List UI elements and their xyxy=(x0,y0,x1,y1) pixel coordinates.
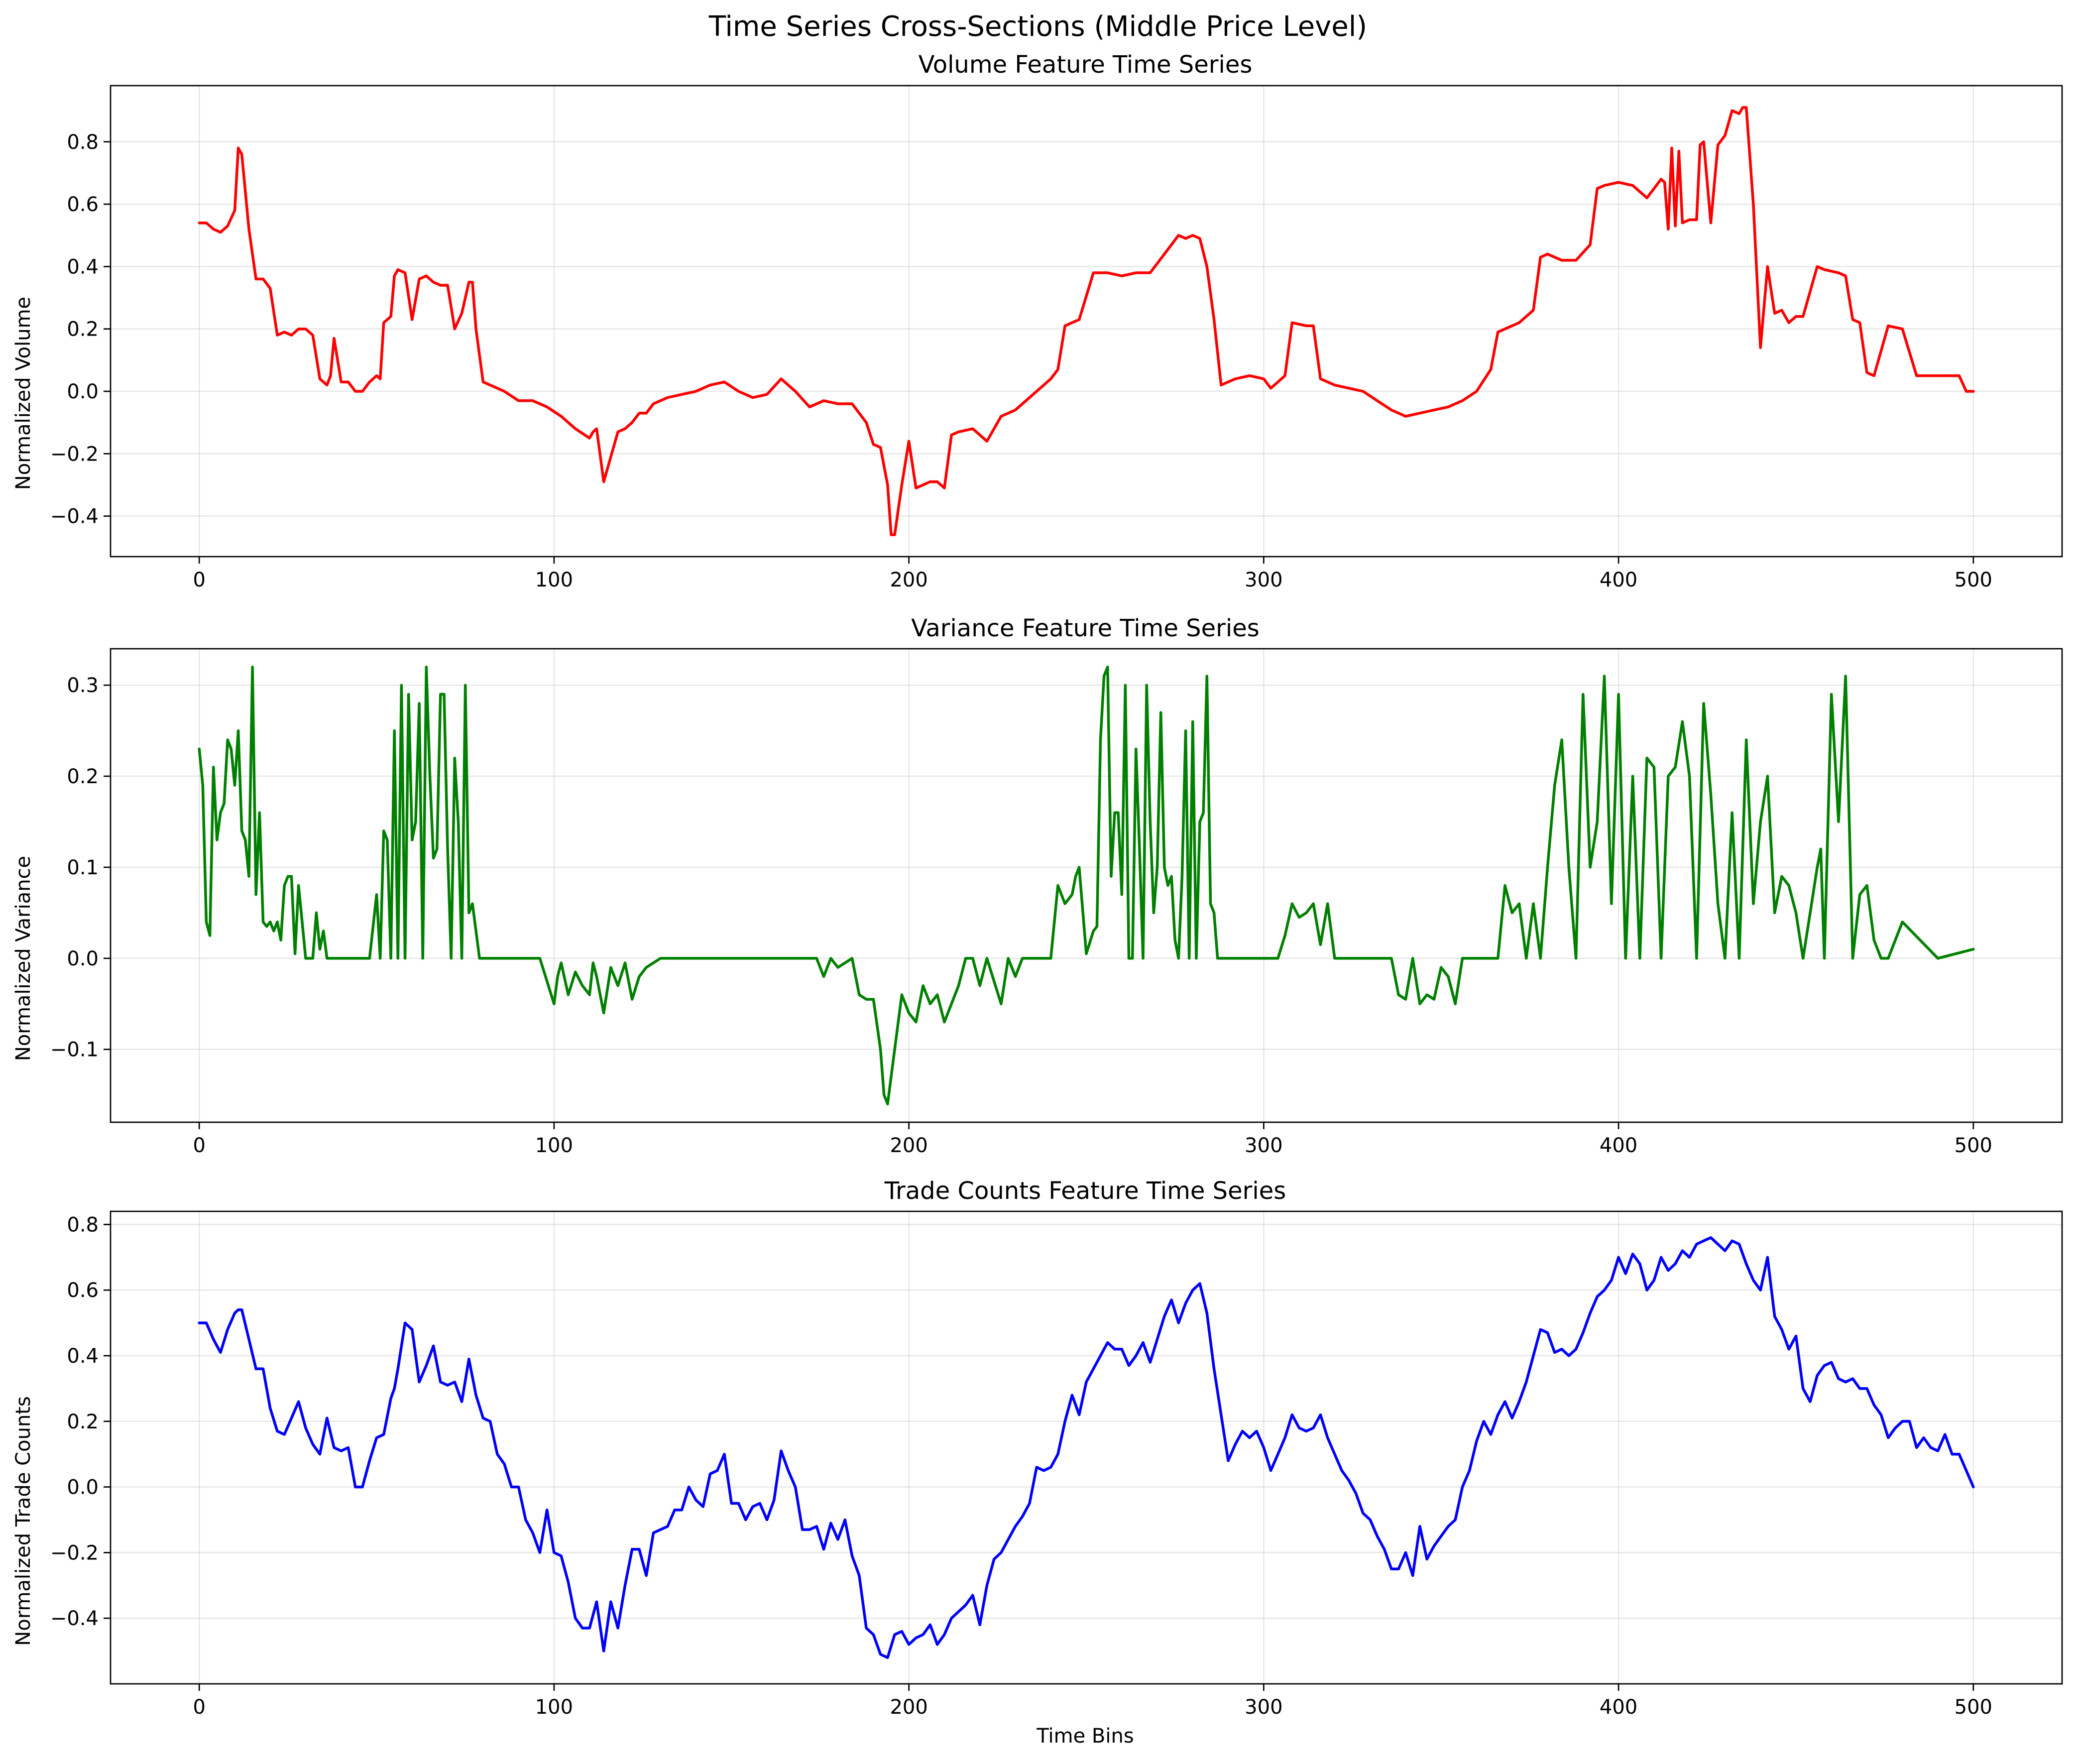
trade-counts-series-line xyxy=(198,1236,1975,1659)
trade-counts-ytick-label: 0.4 xyxy=(67,1345,99,1368)
variance-panel-title: Variance Feature Time Series xyxy=(911,614,1260,642)
volume-ytick-label: 0.6 xyxy=(67,193,99,216)
volume-ytick-label: 0.8 xyxy=(67,131,99,154)
variance-ytick-label: 0.1 xyxy=(67,856,99,879)
variance-xtick-label: 200 xyxy=(890,1134,927,1157)
trade-counts-ytick-label: 0.8 xyxy=(67,1213,99,1236)
variance-ytick-label: 0.3 xyxy=(67,674,99,697)
trade-counts-gridlines xyxy=(111,1211,2062,1684)
trade-counts-xtick-label: 500 xyxy=(1955,1696,1992,1719)
volume-ytick-label: −0.4 xyxy=(50,505,99,528)
variance-ytick-label: −0.1 xyxy=(50,1039,99,1061)
variance-xtick-label: 300 xyxy=(1245,1134,1282,1157)
variance-xtick-label: 100 xyxy=(535,1134,573,1157)
variance-axes-frame xyxy=(110,648,2063,1123)
trade-counts-ytick-label: 0.0 xyxy=(67,1476,99,1499)
trade-counts-axes-frame xyxy=(110,1210,2063,1685)
trade-counts-panel-xlabel: Time Bins xyxy=(1036,1725,1134,1748)
volume-axes-frame xyxy=(110,85,2063,558)
variance-xtick-label: 400 xyxy=(1600,1134,1637,1157)
variance-xtick-label: 0 xyxy=(193,1134,205,1157)
volume-xtick-label: 0 xyxy=(193,569,205,591)
trade-counts-panel-ylabel: Normalized Trade Counts xyxy=(12,1396,35,1646)
trade-counts-panel: Trade Counts Feature Time Series Normali… xyxy=(12,1177,2063,1748)
volume-ytick-label: 0.4 xyxy=(67,255,99,278)
trade-counts-panel-title: Trade Counts Feature Time Series xyxy=(884,1177,1286,1205)
volume-gridlines xyxy=(111,86,2062,557)
volume-series-line xyxy=(198,106,1975,536)
variance-ytick-label: 0.2 xyxy=(67,765,99,788)
figure-suptitle: Time Series Cross-Sections (Middle Price… xyxy=(708,10,1367,43)
trade-counts-xtick-label: 100 xyxy=(535,1696,573,1719)
variance-panel-ylabel: Normalized Variance xyxy=(12,856,35,1061)
trade-counts-ytick-label: 0.6 xyxy=(67,1279,99,1302)
variance-xtick-label: 500 xyxy=(1955,1134,1992,1157)
volume-xtick-label: 200 xyxy=(890,569,927,591)
trade-counts-xtick-label: 200 xyxy=(890,1696,927,1719)
volume-panel: Volume Feature Time Series Normalized Vo… xyxy=(12,51,2063,591)
trade-counts-xtick-label: 0 xyxy=(193,1696,205,1719)
trade-counts-xtick-label: 400 xyxy=(1600,1696,1637,1719)
trade-counts-ytick-label: −0.2 xyxy=(50,1541,99,1564)
volume-xtick-label: 100 xyxy=(535,569,573,591)
trade-counts-xtick-label: 300 xyxy=(1245,1696,1282,1719)
trade-counts-ytick-label: 0.2 xyxy=(67,1411,99,1433)
volume-ytick-label: 0.2 xyxy=(67,318,99,341)
variance-panel: Variance Feature Time Series Normalized … xyxy=(12,614,2063,1157)
volume-panel-ylabel: Normalized Volume xyxy=(12,297,35,490)
volume-xtick-label: 400 xyxy=(1600,569,1637,591)
volume-xtick-label: 300 xyxy=(1245,569,1282,591)
trade-counts-ytick-label: −0.4 xyxy=(50,1607,99,1630)
volume-xtick-label: 500 xyxy=(1955,569,1992,591)
variance-ytick-label: 0.0 xyxy=(67,947,99,970)
volume-ytick-label: 0.0 xyxy=(67,380,99,403)
volume-ytick-label: −0.2 xyxy=(50,443,99,466)
volume-panel-title: Volume Feature Time Series xyxy=(919,51,1253,79)
variance-series-line xyxy=(198,665,1975,1106)
